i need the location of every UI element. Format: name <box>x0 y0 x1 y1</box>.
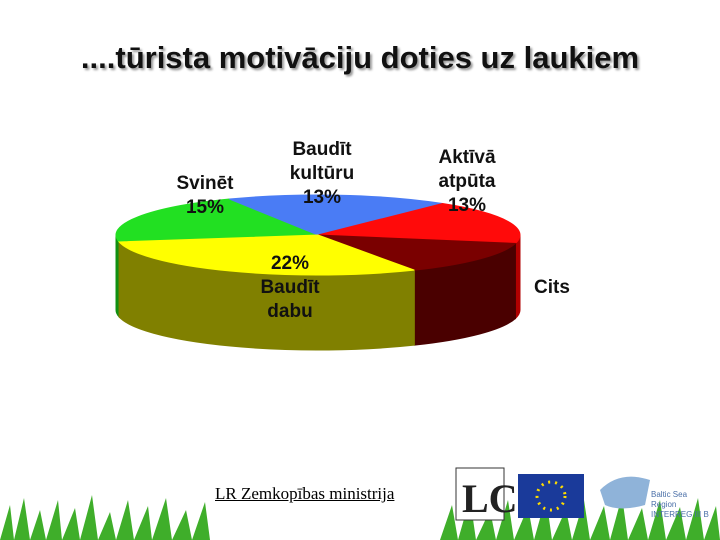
slice-label: Aktīvā atpūta 13% <box>417 146 517 218</box>
category-label: Baudīt dabu <box>260 277 320 322</box>
category-label: Svinēt <box>176 173 234 194</box>
slice <box>229 194 443 236</box>
eu-stars <box>535 480 567 512</box>
value-label: 22% <box>270 253 310 274</box>
slice-label: Svinēt 15% <box>155 172 255 220</box>
value-label: 13% <box>302 187 342 208</box>
slice-sides <box>115 234 521 351</box>
category-label: Aktīvā atpūta <box>438 147 496 192</box>
slice <box>317 234 517 271</box>
baltic-logo <box>600 476 650 509</box>
category-label: Baudīt kultūru <box>289 139 355 184</box>
value-label: 13% <box>447 195 487 216</box>
chart-title: ....tūrista motivāciju doties uz laukiem <box>80 40 640 75</box>
slice <box>115 198 319 243</box>
lc-logo <box>455 467 505 521</box>
slice-label: Cits <box>502 276 602 300</box>
slice-label: Baudīt kultūru 13% <box>272 138 372 210</box>
category-label: Cits <box>534 277 570 298</box>
value-label: 15% <box>185 197 225 218</box>
slice <box>117 234 415 276</box>
ministry-link[interactable]: LR Zemkopības ministrija <box>215 484 395 503</box>
slice-label: 22% Baudīt dabu <box>240 252 340 324</box>
slice-tops <box>115 194 521 276</box>
logo-text: Baltic Sea Region INTERREG III B <box>651 490 709 519</box>
slice <box>317 203 521 244</box>
lc-logo-mark: LC <box>462 476 518 521</box>
